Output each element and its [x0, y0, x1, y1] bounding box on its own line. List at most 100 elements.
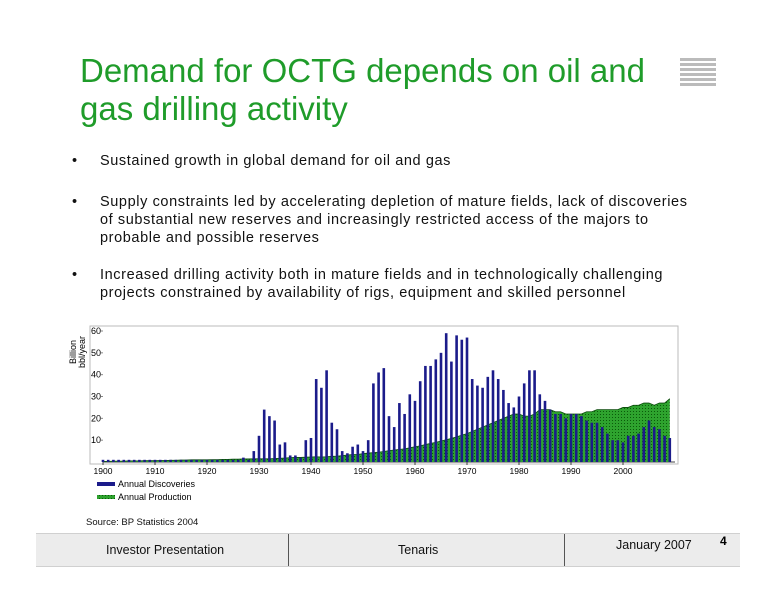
bar	[174, 459, 178, 462]
x-tick-label: 1900	[94, 466, 113, 476]
bar	[164, 459, 167, 462]
bar	[304, 440, 308, 462]
bullet-dot: •	[72, 267, 78, 283]
bar	[403, 413, 406, 462]
bar	[226, 459, 230, 462]
bar	[377, 372, 380, 462]
bar	[543, 400, 547, 462]
bar	[288, 455, 292, 462]
bar	[658, 429, 661, 462]
bar	[418, 381, 422, 462]
bullet-text: Increased drilling activity both in matu…	[100, 267, 664, 301]
bar	[346, 453, 349, 462]
x-tick-label: 1980	[510, 466, 529, 476]
bar	[361, 451, 365, 462]
footer-bar: Investor Presentation Tenaris January 20…	[36, 533, 740, 567]
bar	[112, 459, 115, 462]
bar	[117, 459, 120, 462]
bar	[231, 459, 235, 462]
y-tick-label: 50	[91, 348, 101, 358]
bar	[314, 379, 318, 462]
page-number: 4	[720, 534, 727, 548]
legend-swatch	[97, 482, 115, 486]
bar	[595, 422, 599, 462]
bar	[574, 413, 578, 462]
bar	[262, 409, 266, 462]
y-tick-label: 40	[91, 370, 101, 380]
bar	[470, 379, 474, 462]
bar	[122, 459, 126, 462]
bar	[236, 459, 240, 462]
bar	[205, 459, 209, 462]
y-axis-label: bbl/year	[77, 336, 87, 368]
bar	[481, 387, 484, 462]
footer-separator	[288, 534, 289, 566]
bar	[372, 383, 375, 462]
logo-stripes	[680, 58, 716, 86]
bar	[668, 437, 672, 462]
bar	[663, 435, 666, 462]
y-tick-label: 30	[91, 392, 101, 402]
bar	[268, 416, 271, 462]
bar	[528, 370, 531, 462]
slide-title: Demand for OCTG depends on oil and gas d…	[80, 52, 645, 127]
bar	[522, 383, 526, 462]
bar	[496, 379, 500, 462]
bar	[621, 442, 625, 462]
bar	[460, 339, 464, 462]
legend-label: Annual Production	[118, 492, 192, 502]
bar	[517, 396, 521, 462]
bar	[554, 413, 557, 462]
bar	[294, 455, 297, 462]
bar	[330, 422, 334, 462]
bar	[158, 459, 162, 462]
bar	[564, 418, 568, 462]
x-tick-label: 1930	[250, 466, 269, 476]
bar	[392, 427, 396, 462]
bar	[434, 359, 438, 462]
x-tick-label: 1950	[354, 466, 373, 476]
bar	[387, 416, 391, 462]
footer-center: Tenaris	[398, 543, 439, 557]
bar	[533, 370, 536, 462]
bar	[413, 400, 417, 462]
y-tick-label: 10	[91, 435, 101, 445]
bar	[143, 459, 146, 462]
bar	[476, 385, 479, 462]
bar	[632, 435, 635, 462]
bar	[299, 457, 302, 462]
x-tick-label: 1910	[146, 466, 165, 476]
bar	[179, 459, 183, 462]
bar	[106, 459, 110, 462]
bar	[538, 394, 542, 462]
bar	[216, 459, 219, 462]
bar	[127, 459, 131, 462]
bar	[465, 337, 469, 462]
bar	[351, 446, 354, 462]
bar	[507, 403, 510, 462]
bar	[512, 407, 516, 462]
bar	[626, 435, 630, 462]
bar	[590, 422, 594, 462]
x-tick-label: 1990	[562, 466, 581, 476]
bar	[491, 370, 495, 462]
bar	[652, 427, 656, 462]
bar	[455, 335, 458, 462]
bar	[585, 420, 588, 462]
bullet-dot: •	[72, 153, 78, 169]
bar	[309, 437, 313, 462]
bar	[335, 429, 339, 462]
bar	[153, 459, 157, 462]
bullet-text: Supply constraints led by accelerating d…	[100, 194, 688, 246]
plot-frame	[89, 325, 679, 465]
bar	[450, 361, 453, 462]
bar	[408, 394, 412, 462]
footer-left: Investor Presentation	[106, 543, 225, 557]
bar	[429, 365, 432, 462]
bar	[169, 459, 172, 462]
bar	[247, 459, 250, 462]
bar	[366, 440, 370, 462]
area-fill	[103, 398, 670, 462]
bar	[486, 376, 490, 462]
